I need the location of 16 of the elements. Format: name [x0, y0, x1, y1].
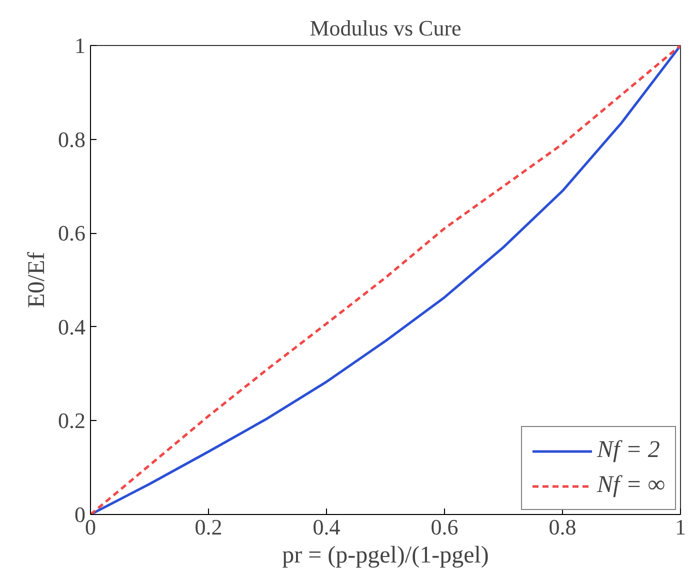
x-tick-label: 0.6 — [430, 514, 458, 540]
line-series — [90, 46, 680, 514]
legend-label: Nf = 2 — [597, 437, 660, 464]
x-tick-label: 1 — [675, 514, 686, 540]
y-tick-label: 0.4 — [58, 314, 86, 340]
x-tick-label: 0.8 — [548, 514, 576, 540]
x-tick-label: 0.4 — [312, 514, 340, 540]
y-tick-label: 1 — [74, 33, 86, 58]
y-tick-label: 0.6 — [58, 220, 86, 246]
chart-title: Modulus vs Cure — [310, 16, 462, 40]
y-axis-title: E0/Ef — [24, 252, 50, 308]
y-tick-label: 0.8 — [58, 126, 86, 152]
y-tick-label: 0.2 — [58, 408, 86, 434]
x-tick-label: 0.2 — [194, 514, 222, 540]
legend-label: Nf = ∞ — [597, 472, 665, 499]
x-axis-title: pr = (p-pgel)/(1-pgel) — [282, 542, 489, 568]
